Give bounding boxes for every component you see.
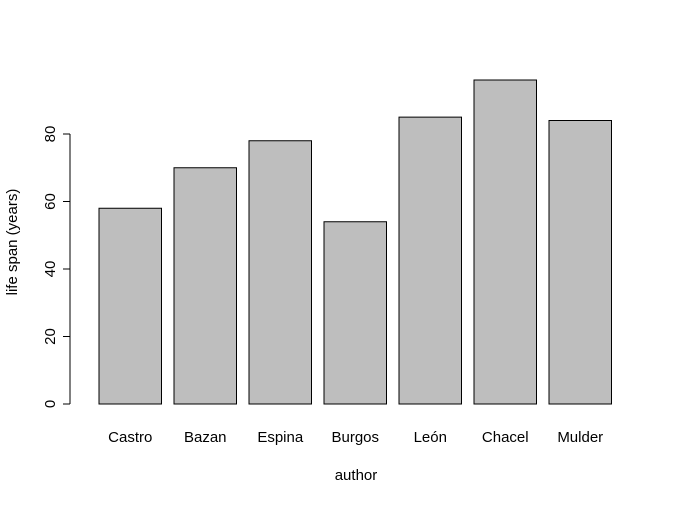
x-category-labels: Castro Bazan Espina Burgos León Chacel Mulder [108,429,603,446]
y-tick-label: 40 [42,261,59,278]
y-axis: 0 20 40 60 80 [42,126,71,408]
y-tick-label: 20 [42,328,59,345]
bar-castro [98,207,162,405]
x-tick-label: Bazan [184,429,227,446]
bar-mulder [548,120,612,405]
x-tick-label: Chacel [482,429,529,446]
y-tick-label: 60 [42,193,59,210]
y-tick-label: 80 [42,126,59,143]
bar-bazan [173,167,237,405]
x-tick-label: Castro [108,429,152,446]
bar-espina [248,140,312,405]
y-axis-title: life span (years) [4,189,21,296]
x-tick-label: Mulder [557,429,603,446]
x-tick-label: Burgos [331,429,379,446]
bar-chacel [473,79,537,405]
bar-burgos [323,221,387,405]
x-axis-title: author [335,467,378,484]
x-tick-label: Espina [257,429,304,446]
bar-león [398,116,462,405]
x-tick-label: León [414,429,447,446]
y-tick-label: 0 [42,400,59,408]
bars-group [98,79,612,405]
